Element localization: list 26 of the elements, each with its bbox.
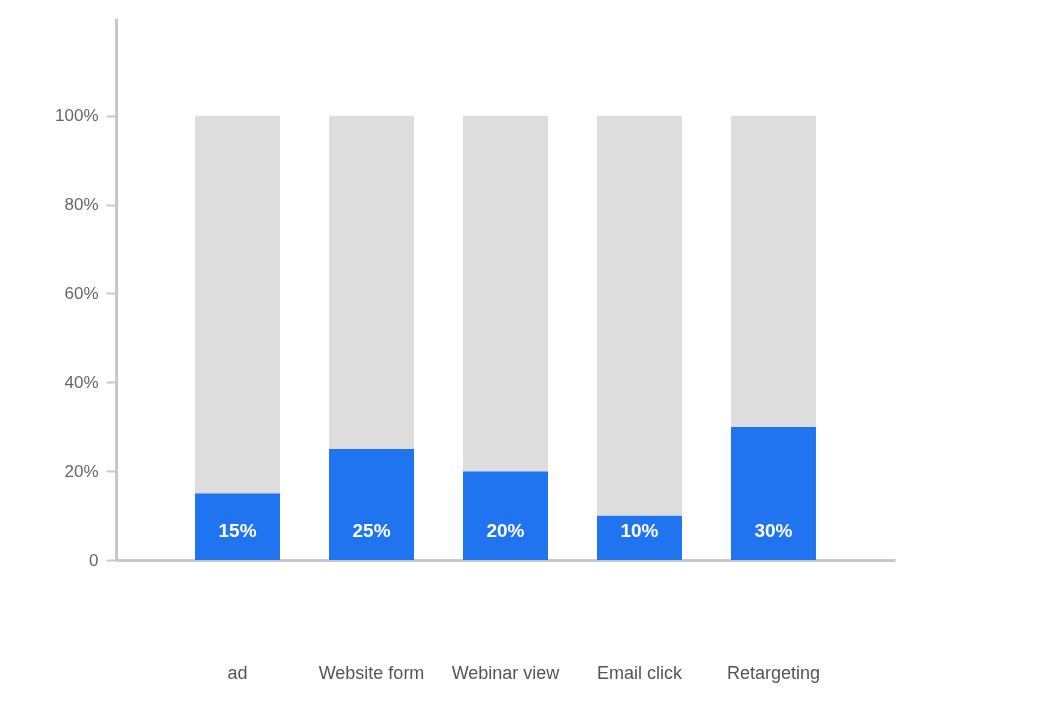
- data-label: 30%: [754, 520, 793, 541]
- data-label: 15%: [218, 520, 257, 541]
- bar: [329, 115, 415, 449]
- y-tick-label: 0: [89, 550, 99, 570]
- x-tick-label: Website form: [318, 662, 425, 683]
- bar: [730, 426, 816, 560]
- y-tick-label: 40%: [64, 372, 99, 392]
- y-tick-label: 60%: [64, 283, 99, 303]
- x-tick-label: Retargeting: [726, 662, 821, 683]
- bar: [195, 115, 281, 494]
- data-label: 10%: [620, 520, 659, 541]
- bar: [195, 493, 281, 560]
- y-tick-label: 20%: [64, 461, 99, 481]
- data-label: 25%: [352, 520, 391, 541]
- bar: [596, 115, 682, 516]
- bar: [463, 471, 548, 560]
- bar: [463, 115, 548, 472]
- x-tick-label: Email click: [596, 662, 683, 683]
- x-tick-label: ad: [227, 662, 248, 683]
- y-tick-label: 100%: [55, 106, 99, 126]
- bar: [730, 115, 816, 427]
- bar: [329, 448, 415, 560]
- bar: [596, 515, 682, 560]
- data-label: 20%: [486, 520, 525, 541]
- y-tick-label: 80%: [64, 195, 99, 215]
- x-tick-label: Webinar view: [451, 662, 561, 683]
